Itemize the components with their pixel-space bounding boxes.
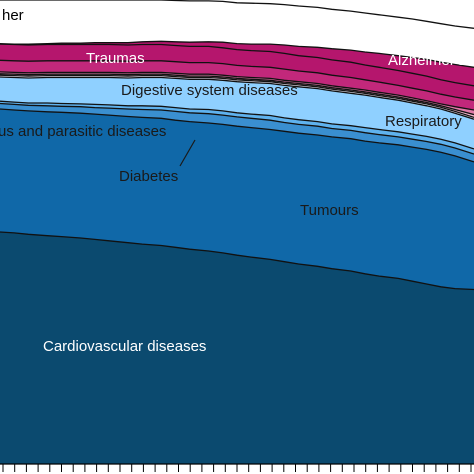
boundary-series-11 xyxy=(0,0,474,29)
area-series-10 xyxy=(0,41,474,86)
series-labels: her Traumas Alzheimer's Digestive system… xyxy=(0,7,465,355)
area-series-1 xyxy=(0,109,474,290)
area-series-9 xyxy=(0,44,474,101)
label-other: her xyxy=(2,7,24,24)
area-series-4 xyxy=(0,77,474,149)
label-traumas: Traumas xyxy=(86,50,145,67)
boundary-series-0 xyxy=(0,231,474,291)
series-boundaries xyxy=(0,0,474,291)
x-axis-ticks xyxy=(2,464,472,472)
boundary-series-1 xyxy=(0,108,474,163)
area-layers xyxy=(0,41,474,464)
label-diabetes: Diabetes xyxy=(119,168,178,185)
boundary-series-8 xyxy=(0,59,474,101)
boundary-series-10 xyxy=(0,40,474,68)
label-alzheimers: Alzheimer's xyxy=(388,52,465,69)
label-tumours: Tumours xyxy=(300,202,359,219)
boundary-series-6 xyxy=(0,73,474,116)
area-series-7 xyxy=(0,71,474,115)
boundary-series-4 xyxy=(0,76,474,120)
boundary-series-9 xyxy=(0,43,474,87)
label-digestive: Digestive system diseases xyxy=(121,82,298,99)
boundary-series-2 xyxy=(0,102,474,155)
area-series-2 xyxy=(0,103,474,162)
label-infectious: us and parasitic diseases xyxy=(0,123,166,140)
boundary-series-7 xyxy=(0,71,474,111)
boundary-series-5 xyxy=(0,74,474,119)
boundary-series-3 xyxy=(0,100,474,150)
area-series-0 xyxy=(0,232,474,464)
label-respiratory: Respiratory xyxy=(385,113,462,130)
diabetes-pointer xyxy=(179,139,196,167)
label-cardiovascular: Cardiovascular diseases xyxy=(43,338,206,355)
area-series-8 xyxy=(0,60,474,110)
